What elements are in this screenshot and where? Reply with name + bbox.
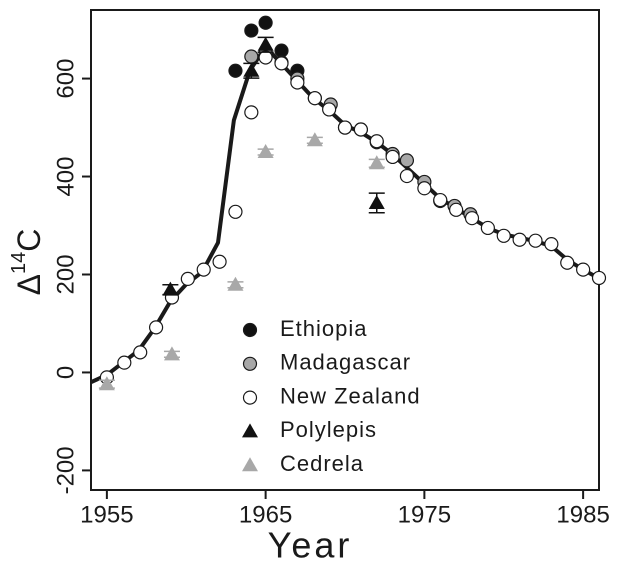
circle-marker [228, 63, 243, 78]
circle-marker [274, 43, 289, 58]
triangle-marker [306, 132, 323, 147]
triangle-marker [368, 155, 385, 170]
circle-marker [337, 120, 353, 135]
legend-label: Polylepis [280, 417, 377, 442]
legend-label: Cedrela [280, 451, 364, 476]
legend-marker [242, 356, 258, 371]
circle-marker [528, 233, 543, 248]
circle-marker [228, 204, 243, 219]
circle-marker [307, 91, 322, 106]
triangle-marker [368, 194, 385, 209]
circle-marker [576, 262, 591, 277]
circle-marker [399, 168, 415, 184]
circle-marker [117, 355, 132, 370]
x-tick-label: 1985 [556, 501, 609, 528]
circle-marker [258, 50, 273, 65]
legend-marker [242, 322, 258, 338]
x-tick-label: 1975 [398, 501, 451, 528]
legend-marker [242, 423, 258, 438]
triangle-marker [257, 144, 274, 159]
legend-marker [242, 457, 258, 472]
y-tick-label: 200 [52, 254, 79, 294]
y-tick-label: 400 [52, 157, 79, 197]
circle-marker [244, 105, 259, 120]
circle-marker [148, 320, 164, 335]
circle-marker [544, 237, 559, 252]
circle-marker [591, 270, 607, 286]
circle-marker [353, 122, 368, 137]
circle-marker [290, 75, 305, 90]
plot-frame [90, 9, 600, 491]
circle-marker [496, 228, 511, 243]
circle-marker [417, 181, 432, 196]
circle-marker [244, 49, 259, 64]
circle-marker [133, 345, 148, 360]
legend-label: Madagascar [280, 350, 411, 375]
triangle-marker [227, 276, 244, 291]
circle-marker [244, 23, 259, 38]
legend-marker [242, 390, 258, 405]
triangle-marker [243, 62, 260, 77]
y-tick-label: 0 [52, 366, 79, 379]
legend-label: New Zealand [280, 383, 421, 408]
circle-marker [258, 15, 273, 30]
circle-marker [369, 134, 384, 149]
circle-marker [464, 211, 480, 226]
circle-marker [399, 153, 415, 168]
x-tick-label: 1965 [239, 501, 292, 528]
circle-marker [449, 202, 464, 217]
y-label-sup: 14 [8, 252, 30, 274]
circle-marker [512, 232, 527, 247]
circle-marker [196, 262, 211, 277]
triangle-marker [98, 376, 115, 391]
y-tick-label: 600 [52, 59, 79, 99]
circle-marker [433, 192, 448, 208]
circle-marker [480, 220, 495, 236]
y-tick-label: -200 [52, 446, 79, 494]
triangle-marker [257, 36, 274, 51]
triangle-marker [162, 281, 179, 296]
x-axis-label: Year [268, 525, 353, 566]
circle-marker [322, 102, 337, 117]
legend-label: Ethiopia [280, 316, 368, 341]
circle-marker [560, 255, 575, 270]
circle-marker [180, 271, 195, 286]
circle-marker [212, 254, 227, 269]
y-axis-label: Δ14C [8, 229, 47, 296]
y-label-delta: Δ [11, 274, 47, 295]
circle-marker [385, 149, 400, 165]
y-label-c: C [11, 229, 47, 252]
x-tick-label: 1955 [80, 501, 133, 528]
triangle-marker [163, 346, 180, 361]
circle-marker [274, 56, 289, 71]
